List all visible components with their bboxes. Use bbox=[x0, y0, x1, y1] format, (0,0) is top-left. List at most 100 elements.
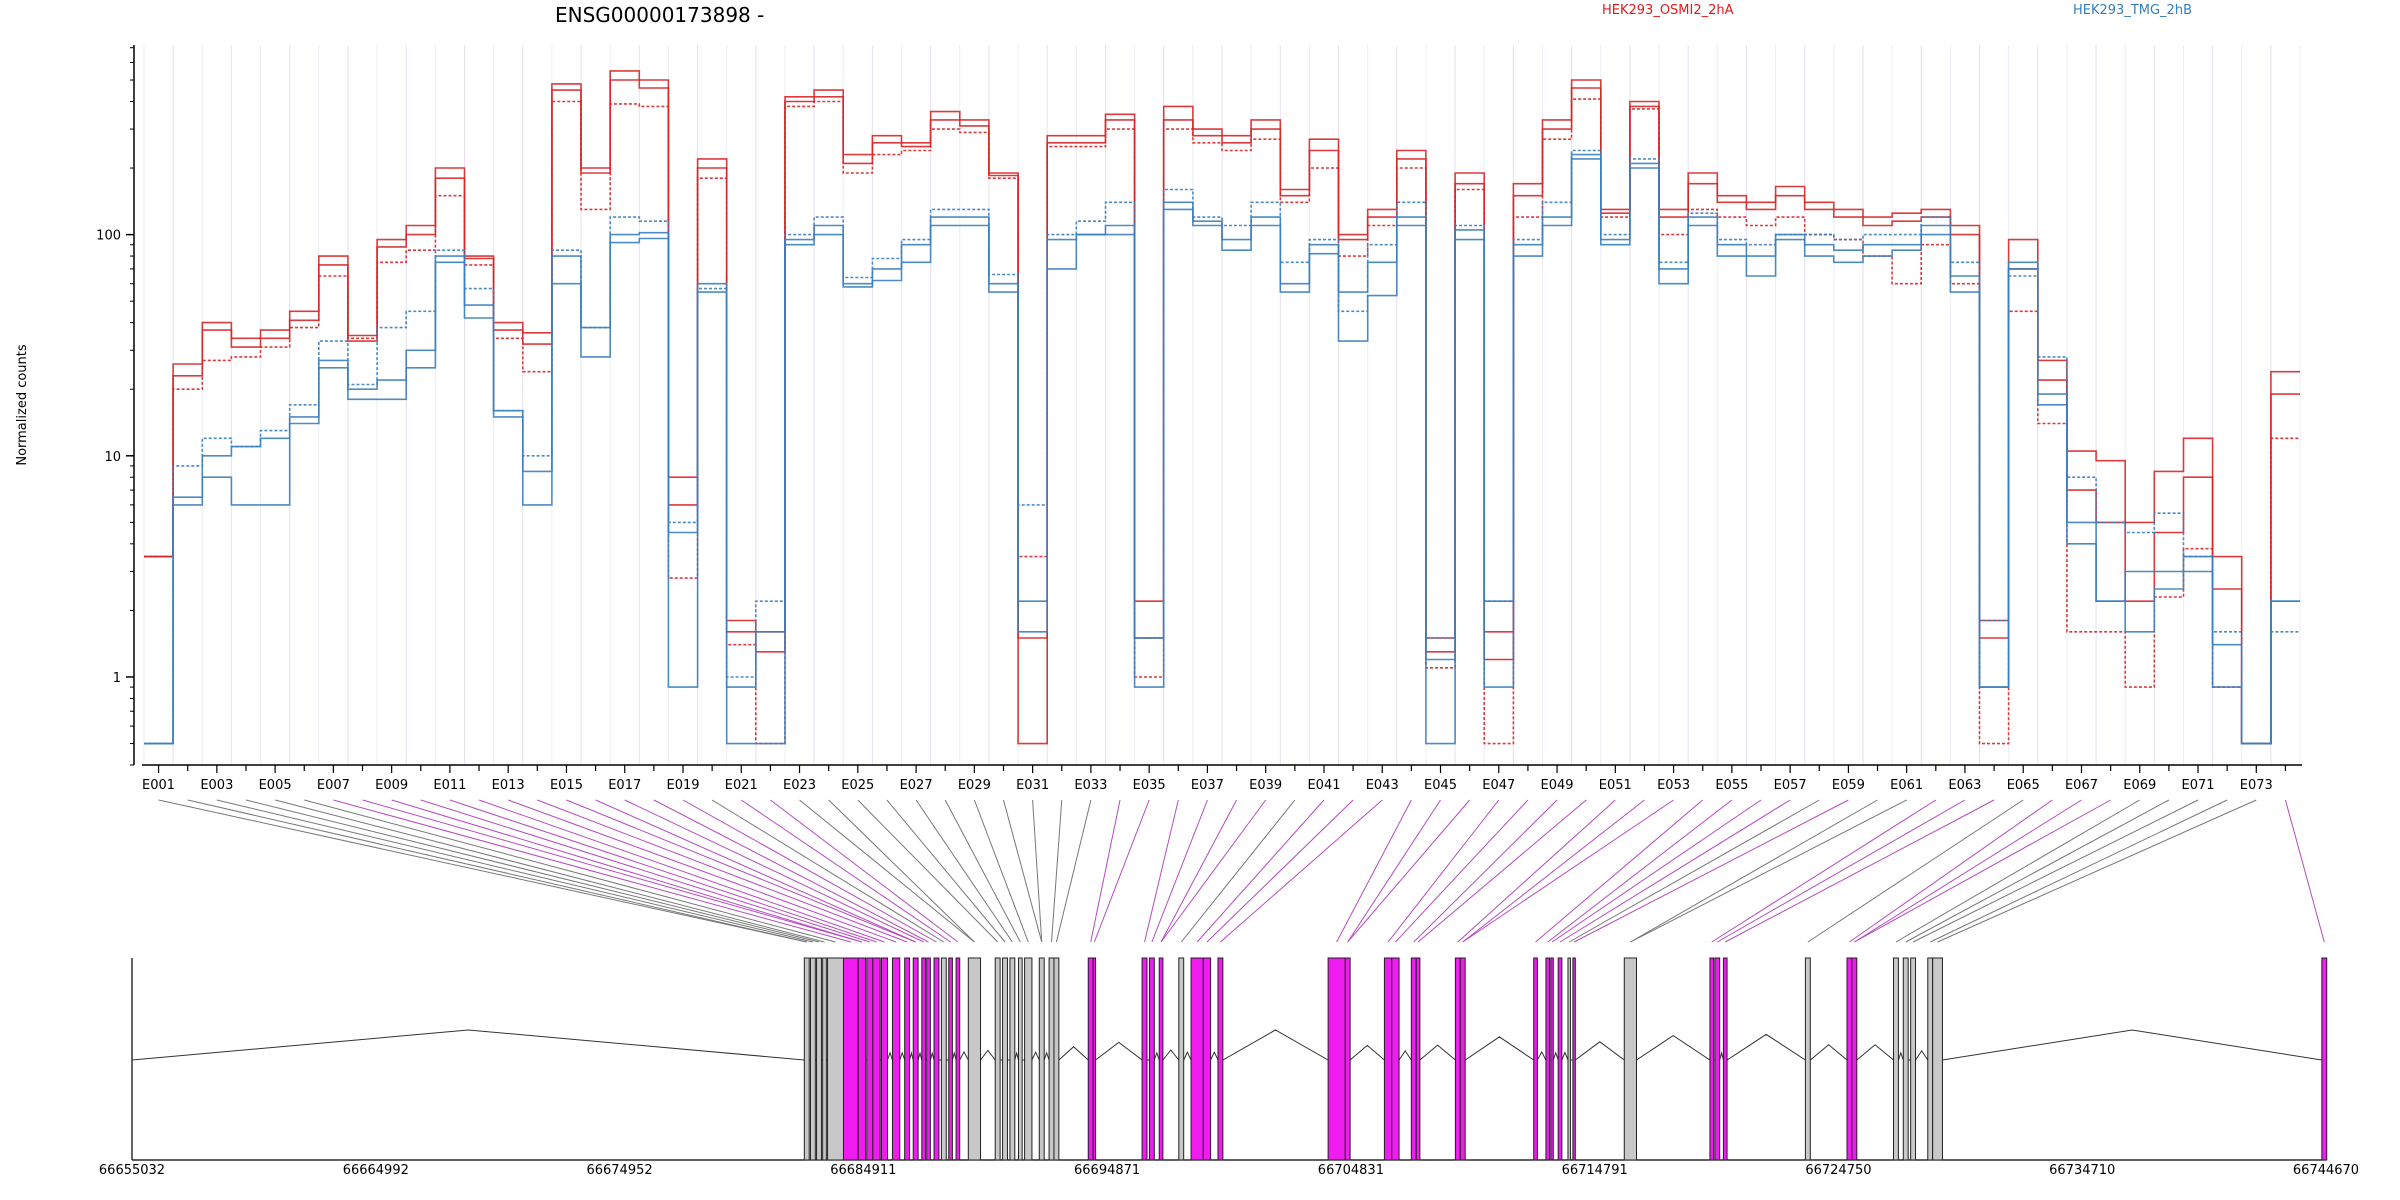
exon-block bbox=[803, 957, 810, 1161]
exon-connector bbox=[1180, 799, 1296, 943]
exon-connector bbox=[304, 799, 836, 943]
exon-block-highlighted bbox=[872, 957, 881, 1161]
exon-block bbox=[967, 957, 982, 1161]
exon-tick-label: E009 bbox=[375, 778, 408, 793]
exon-block bbox=[809, 957, 816, 1161]
exon-block-highlighted bbox=[904, 957, 911, 1161]
exon-connector bbox=[1051, 799, 1063, 943]
gridlines bbox=[143, 45, 2301, 765]
exon-connector bbox=[1196, 799, 1325, 943]
exon-block-highlighted bbox=[1572, 957, 1576, 1161]
exon-block-highlighted bbox=[1344, 957, 1351, 1161]
exon-connector bbox=[1347, 799, 1471, 943]
exon-block bbox=[1902, 957, 1909, 1161]
exon-tick-label: E057 bbox=[1774, 778, 1807, 793]
exon-connector bbox=[1930, 799, 2228, 943]
legend-entry-tmg: HEK293_TMG_2hB bbox=[2073, 3, 2192, 18]
genomic-coordinate-label: 66655032 bbox=[99, 1163, 165, 1178]
exon-connector bbox=[1093, 799, 1150, 943]
intron-path bbox=[131, 1029, 2322, 1061]
exon-connector bbox=[1347, 799, 1441, 943]
exon-tick-label: E001 bbox=[142, 778, 175, 793]
exon-tick-label: E073 bbox=[2240, 778, 2273, 793]
genomic-coordinate-label: 66744670 bbox=[2293, 1163, 2359, 1178]
exon-tick-label: E025 bbox=[841, 778, 874, 793]
exon-tick-label: E031 bbox=[1016, 778, 1049, 793]
exon-connector bbox=[362, 799, 862, 943]
series-line-6 bbox=[144, 149, 2300, 745]
genomic-coordinate-label: 66704831 bbox=[1318, 1163, 1384, 1178]
exon-connector bbox=[1090, 799, 1121, 943]
exon-connector bbox=[420, 799, 870, 943]
legend-entry-osmi2: HEK293_OSMI2_2hA bbox=[1602, 3, 1734, 18]
exon-tick-label: E007 bbox=[317, 778, 350, 793]
exon-connector bbox=[973, 799, 1029, 943]
exon-connector bbox=[508, 799, 897, 943]
exon-tick-label: E037 bbox=[1191, 778, 1224, 793]
exon-connector bbox=[1144, 799, 1179, 943]
exon-connector bbox=[245, 799, 820, 943]
exon-tick-label: E035 bbox=[1133, 778, 1166, 793]
exon-block bbox=[1623, 957, 1638, 1161]
exon-connector bbox=[944, 799, 1021, 943]
exon-block bbox=[1893, 957, 1899, 1161]
exon-tick-label: E003 bbox=[200, 778, 233, 793]
exon-tick-label: E019 bbox=[666, 778, 699, 793]
y-tick-label: 10 bbox=[104, 450, 121, 465]
exon-block-highlighted bbox=[1092, 957, 1097, 1161]
exon-block bbox=[940, 957, 947, 1161]
exon-connector bbox=[1551, 799, 1762, 943]
exon-block-highlighted bbox=[1415, 957, 1421, 1161]
exon-connector bbox=[391, 799, 862, 943]
exon-tick-label: E015 bbox=[550, 778, 583, 793]
exon-block bbox=[1002, 957, 1008, 1161]
genomic-coordinate-label: 66674952 bbox=[586, 1163, 652, 1178]
exon-tick-label: E055 bbox=[1715, 778, 1748, 793]
exon-tick-label: E049 bbox=[1541, 778, 1574, 793]
exon-tick-label: E061 bbox=[1890, 778, 1923, 793]
genomic-coordinate-label: 66724750 bbox=[1805, 1163, 1871, 1178]
exon-block-highlighted bbox=[1087, 957, 1094, 1161]
exon-connector bbox=[537, 799, 908, 943]
genomic-coordinate-label: 66664992 bbox=[343, 1163, 409, 1178]
exon-connector bbox=[1854, 799, 2111, 943]
exon-tick-label: E045 bbox=[1424, 778, 1457, 793]
exon-connector bbox=[595, 799, 916, 943]
exon-connector bbox=[1387, 799, 1500, 943]
exon-tick-label: E041 bbox=[1307, 778, 1340, 793]
exon-block-highlighted bbox=[1148, 957, 1155, 1161]
genomic-coordinate-label: 66714791 bbox=[1562, 1163, 1628, 1178]
exon-connector bbox=[1568, 799, 1820, 943]
exon-connector bbox=[1417, 799, 1587, 943]
axes: 1 10 100 E001 E003 E005 E007 E009 E011 E013 E015 E0… bbox=[96, 45, 2302, 793]
exon-connector bbox=[478, 799, 885, 943]
exon-connector bbox=[158, 799, 807, 943]
exon-connector bbox=[1535, 799, 1704, 943]
exon-connector bbox=[2284, 799, 2325, 943]
exon-connector bbox=[1206, 799, 1354, 943]
exon-block bbox=[1178, 957, 1185, 1161]
exon-block bbox=[1927, 957, 1934, 1161]
exon-block-highlighted bbox=[1383, 957, 1393, 1161]
genomic-coordinate-label: 66684911 bbox=[830, 1163, 896, 1178]
exon-block-highlighted bbox=[1557, 957, 1563, 1161]
exon-connector bbox=[1807, 799, 2024, 943]
exon-block-highlighted bbox=[866, 957, 874, 1161]
exon-block-highlighted bbox=[1714, 957, 1721, 1161]
exon-block-highlighted bbox=[880, 957, 889, 1161]
exon-block bbox=[1048, 957, 1055, 1161]
exon-block-highlighted bbox=[1454, 957, 1461, 1161]
exon-connector bbox=[1630, 799, 1878, 943]
y-axis-label: Normalized counts bbox=[15, 344, 30, 466]
exon-connector bbox=[1937, 799, 2257, 943]
exon-block-highlighted bbox=[1141, 957, 1148, 1161]
exon-connector bbox=[886, 799, 1006, 943]
exon-connector bbox=[1717, 799, 1966, 943]
exon-connector bbox=[1395, 799, 1529, 943]
exon-block bbox=[1910, 957, 1917, 1161]
exon-connector bbox=[1905, 799, 2170, 943]
exon-block-highlighted bbox=[1327, 957, 1346, 1161]
genomic-coordinate-label: 66734710 bbox=[2049, 1163, 2115, 1178]
exon-block bbox=[1009, 957, 1016, 1161]
